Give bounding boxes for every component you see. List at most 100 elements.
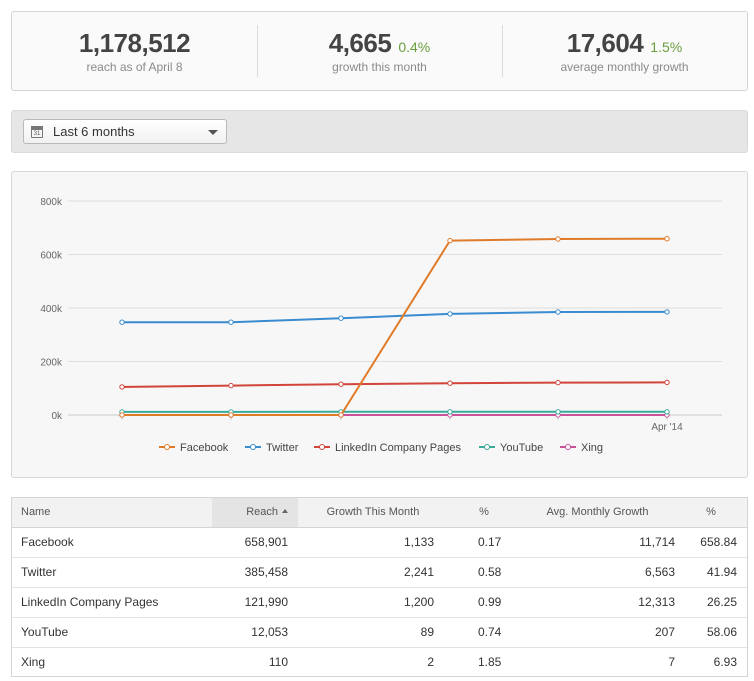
column-header-growth[interactable]: Growth This Month — [298, 498, 448, 528]
table-row[interactable]: LinkedIn Company Pages 121,990 1,200 0.99 12… — [12, 586, 747, 617]
data-point — [555, 236, 561, 242]
y-tick-label: 600k — [40, 251, 63, 262]
legend-item-facebook: Facebook — [180, 442, 229, 454]
cell-growth: 1,200 — [298, 586, 448, 617]
cell-growth: 1,133 — [403, 535, 434, 549]
data-point — [119, 384, 125, 390]
cell-name: YouTube — [12, 616, 212, 647]
data-point — [664, 409, 670, 415]
table-header-row: Name Reach Growth This Month % Avg. Mont… — [12, 498, 747, 528]
legend-marker — [565, 444, 571, 450]
legend-item-twitter: Twitter — [266, 442, 299, 454]
stat-value: 1,178,512 — [78, 28, 191, 58]
y-tick-label: 800k — [40, 197, 63, 208]
table-row[interactable]: Xing 110 2 1.85 7 6.93 — [12, 646, 747, 677]
legend-item-youtube: YouTube — [500, 442, 543, 454]
data-point — [447, 237, 453, 244]
chevron-down-icon — [208, 130, 218, 135]
cell-growth: 89 — [298, 616, 448, 647]
data-point — [228, 319, 234, 325]
table-row[interactable]: Twitter 385,458 2,241 0.58 6,563 41.94 — [12, 556, 747, 587]
legend-marker — [484, 444, 490, 450]
stat-average-monthly-growth: 17,604 1.5% average monthly growth — [502, 12, 747, 90]
summary-stats: 1,178,512 reach as of April 8 4,665 0.4%… — [11, 11, 748, 91]
data-point — [338, 412, 344, 418]
table-row[interactable]: Facebook 658,901 1,133 0.17 11,714 658.84 — [12, 527, 747, 557]
cell-growth-percent: 0.58 — [448, 556, 520, 587]
legend-marker — [164, 444, 170, 450]
cell-growth-percent: 0.74 — [448, 616, 520, 647]
cell-name: Facebook — [21, 535, 74, 549]
sort-asc-icon — [282, 509, 288, 514]
y-tick-label: 200k — [40, 358, 63, 369]
cell-avg-percent: 26.25 — [675, 586, 747, 617]
x-tick-label: Apr '14 — [651, 422, 683, 433]
data-point — [664, 309, 670, 315]
column-header-avg-growth[interactable]: Avg. Monthly Growth — [520, 498, 675, 528]
data-point — [555, 409, 561, 415]
cell-name: LinkedIn Company Pages — [12, 586, 212, 617]
column-header-growth-percent[interactable]: % — [448, 498, 520, 528]
cell-avg-percent: 6.93 — [675, 646, 747, 677]
cell-avg-growth: 6,563 — [520, 556, 675, 587]
reach-line-chart: 0k 200k 400k 600k 800k Apr '14 Facebook Twitter… — [40, 197, 722, 454]
data-point — [664, 236, 670, 242]
series-line-linkedin-company-pages — [121, 381, 668, 388]
cell-growth-percent: 0.17 — [478, 535, 502, 549]
date-range-value: Last 6 months — [53, 124, 135, 139]
data-point — [447, 311, 453, 317]
data-point — [119, 412, 125, 418]
legend-item-xing: Xing — [581, 442, 603, 454]
stat-percent: 1.5% — [650, 39, 683, 55]
cell-avg-percent: 58.06 — [675, 616, 747, 647]
data-point — [664, 379, 670, 386]
column-header-avg-percent[interactable]: % — [675, 498, 747, 528]
data-point — [447, 409, 453, 415]
data-point — [447, 380, 453, 386]
cell-name: Xing — [12, 646, 212, 677]
data-point — [338, 381, 344, 387]
stat-value: 4,665 — [328, 28, 392, 58]
legend-marker — [319, 444, 325, 450]
data-point — [555, 309, 561, 315]
stat-value: 17,604 — [566, 28, 644, 58]
column-header-name[interactable]: Name — [12, 498, 212, 528]
cell-reach: 110 — [212, 646, 298, 677]
data-point — [228, 412, 234, 418]
stat-reach: 1,178,512 reach as of April 8 — [12, 12, 257, 90]
cell-growth-percent: 1.85 — [448, 646, 520, 677]
cell-reach: 121,990 — [212, 586, 298, 617]
cell-reach: 12,053 — [212, 616, 298, 647]
stat-percent: 0.4% — [398, 39, 431, 55]
stat-label: average monthly growth — [560, 60, 689, 74]
legend-marker — [250, 444, 256, 450]
cell-avg-growth: 11,714 — [639, 535, 675, 549]
cell-avg-growth: 207 — [520, 616, 675, 647]
cell-avg-growth: 12,313 — [520, 586, 675, 617]
cell-growth: 2 — [298, 646, 448, 677]
data-point — [338, 315, 344, 321]
data-point — [119, 319, 125, 325]
reach-chart-panel: 0k 200k 400k 600k 800k Apr '14 Facebook Twitter… — [11, 171, 748, 478]
calendar-icon: 31 — [31, 125, 43, 138]
cell-avg-percent: 41.94 — [675, 556, 747, 587]
reach-table: Name Reach Growth This Month % Avg. Mont… — [11, 497, 748, 677]
stat-label: reach as of April 8 — [86, 60, 183, 74]
cell-avg-percent: 658.84 — [700, 535, 737, 549]
data-point — [228, 382, 234, 389]
filter-bar: 31 Last 6 months — [11, 110, 748, 153]
series-line-facebook — [122, 237, 668, 416]
stat-growth-this-month: 4,665 0.4% growth this month — [257, 12, 502, 90]
series-line-twitter — [122, 310, 668, 324]
table-row[interactable]: YouTube 12,053 89 0.74 207 58.06 — [12, 616, 747, 647]
cell-reach: 658,901 — [244, 535, 288, 549]
cell-growth: 2,241 — [298, 556, 448, 587]
date-range-select[interactable]: 31 Last 6 months — [23, 119, 227, 144]
cell-avg-growth: 7 — [520, 646, 675, 677]
y-tick-label: 0k — [51, 411, 63, 422]
stat-label: growth this month — [332, 60, 427, 74]
legend-item-linkedin-company-pages: LinkedIn Company Pages — [335, 442, 461, 454]
cell-growth-percent: 0.99 — [448, 586, 520, 617]
column-header-reach[interactable]: Reach — [212, 498, 298, 528]
cell-name: Twitter — [12, 556, 212, 587]
